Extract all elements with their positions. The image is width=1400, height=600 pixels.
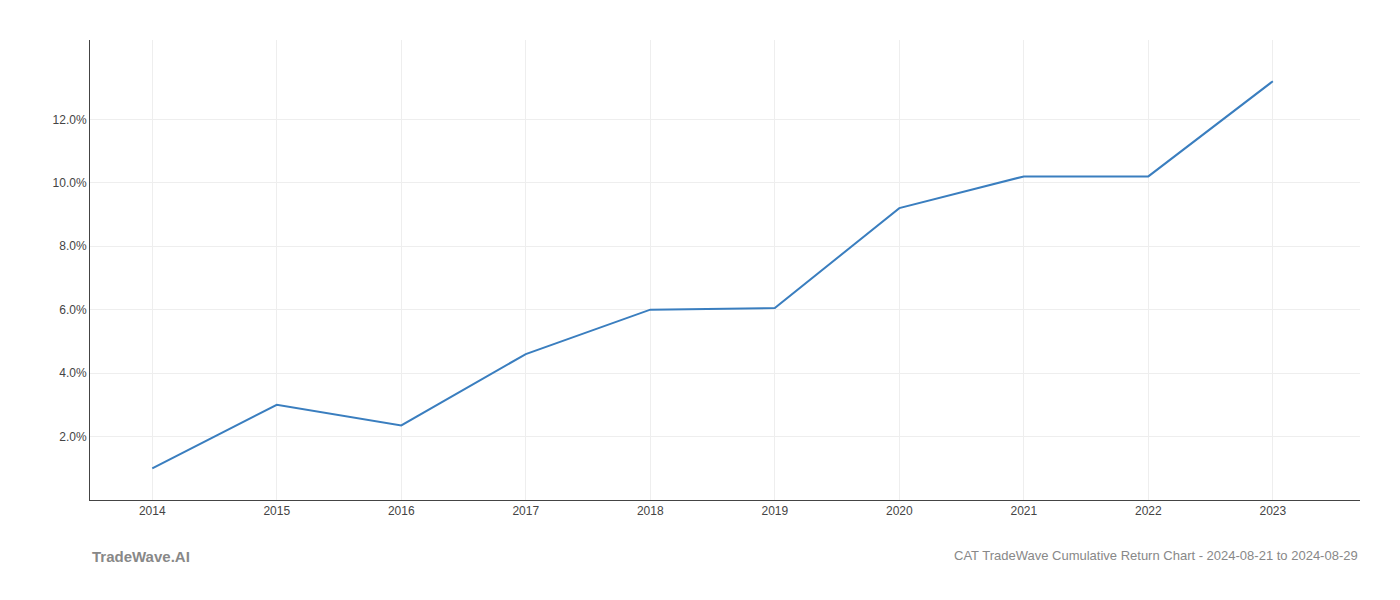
svg-text:10.0%: 10.0% <box>53 176 87 190</box>
svg-text:2019: 2019 <box>761 504 788 518</box>
svg-text:2018: 2018 <box>637 504 664 518</box>
svg-text:TradeWave.AI: TradeWave.AI <box>92 548 190 565</box>
svg-text:2017: 2017 <box>512 504 539 518</box>
svg-text:2015: 2015 <box>263 504 290 518</box>
svg-text:6.0%: 6.0% <box>59 303 87 317</box>
svg-text:2022: 2022 <box>1135 504 1162 518</box>
svg-text:8.0%: 8.0% <box>59 239 87 253</box>
svg-text:2016: 2016 <box>388 504 415 518</box>
svg-text:2014: 2014 <box>139 504 166 518</box>
svg-text:2021: 2021 <box>1010 504 1037 518</box>
svg-text:12.0%: 12.0% <box>53 113 87 127</box>
svg-text:2023: 2023 <box>1259 504 1286 518</box>
svg-text:CAT TradeWave Cumulative Retur: CAT TradeWave Cumulative Return Chart - … <box>954 548 1358 563</box>
svg-text:2020: 2020 <box>886 504 913 518</box>
svg-text:4.0%: 4.0% <box>59 366 87 380</box>
svg-text:2.0%: 2.0% <box>59 430 87 444</box>
